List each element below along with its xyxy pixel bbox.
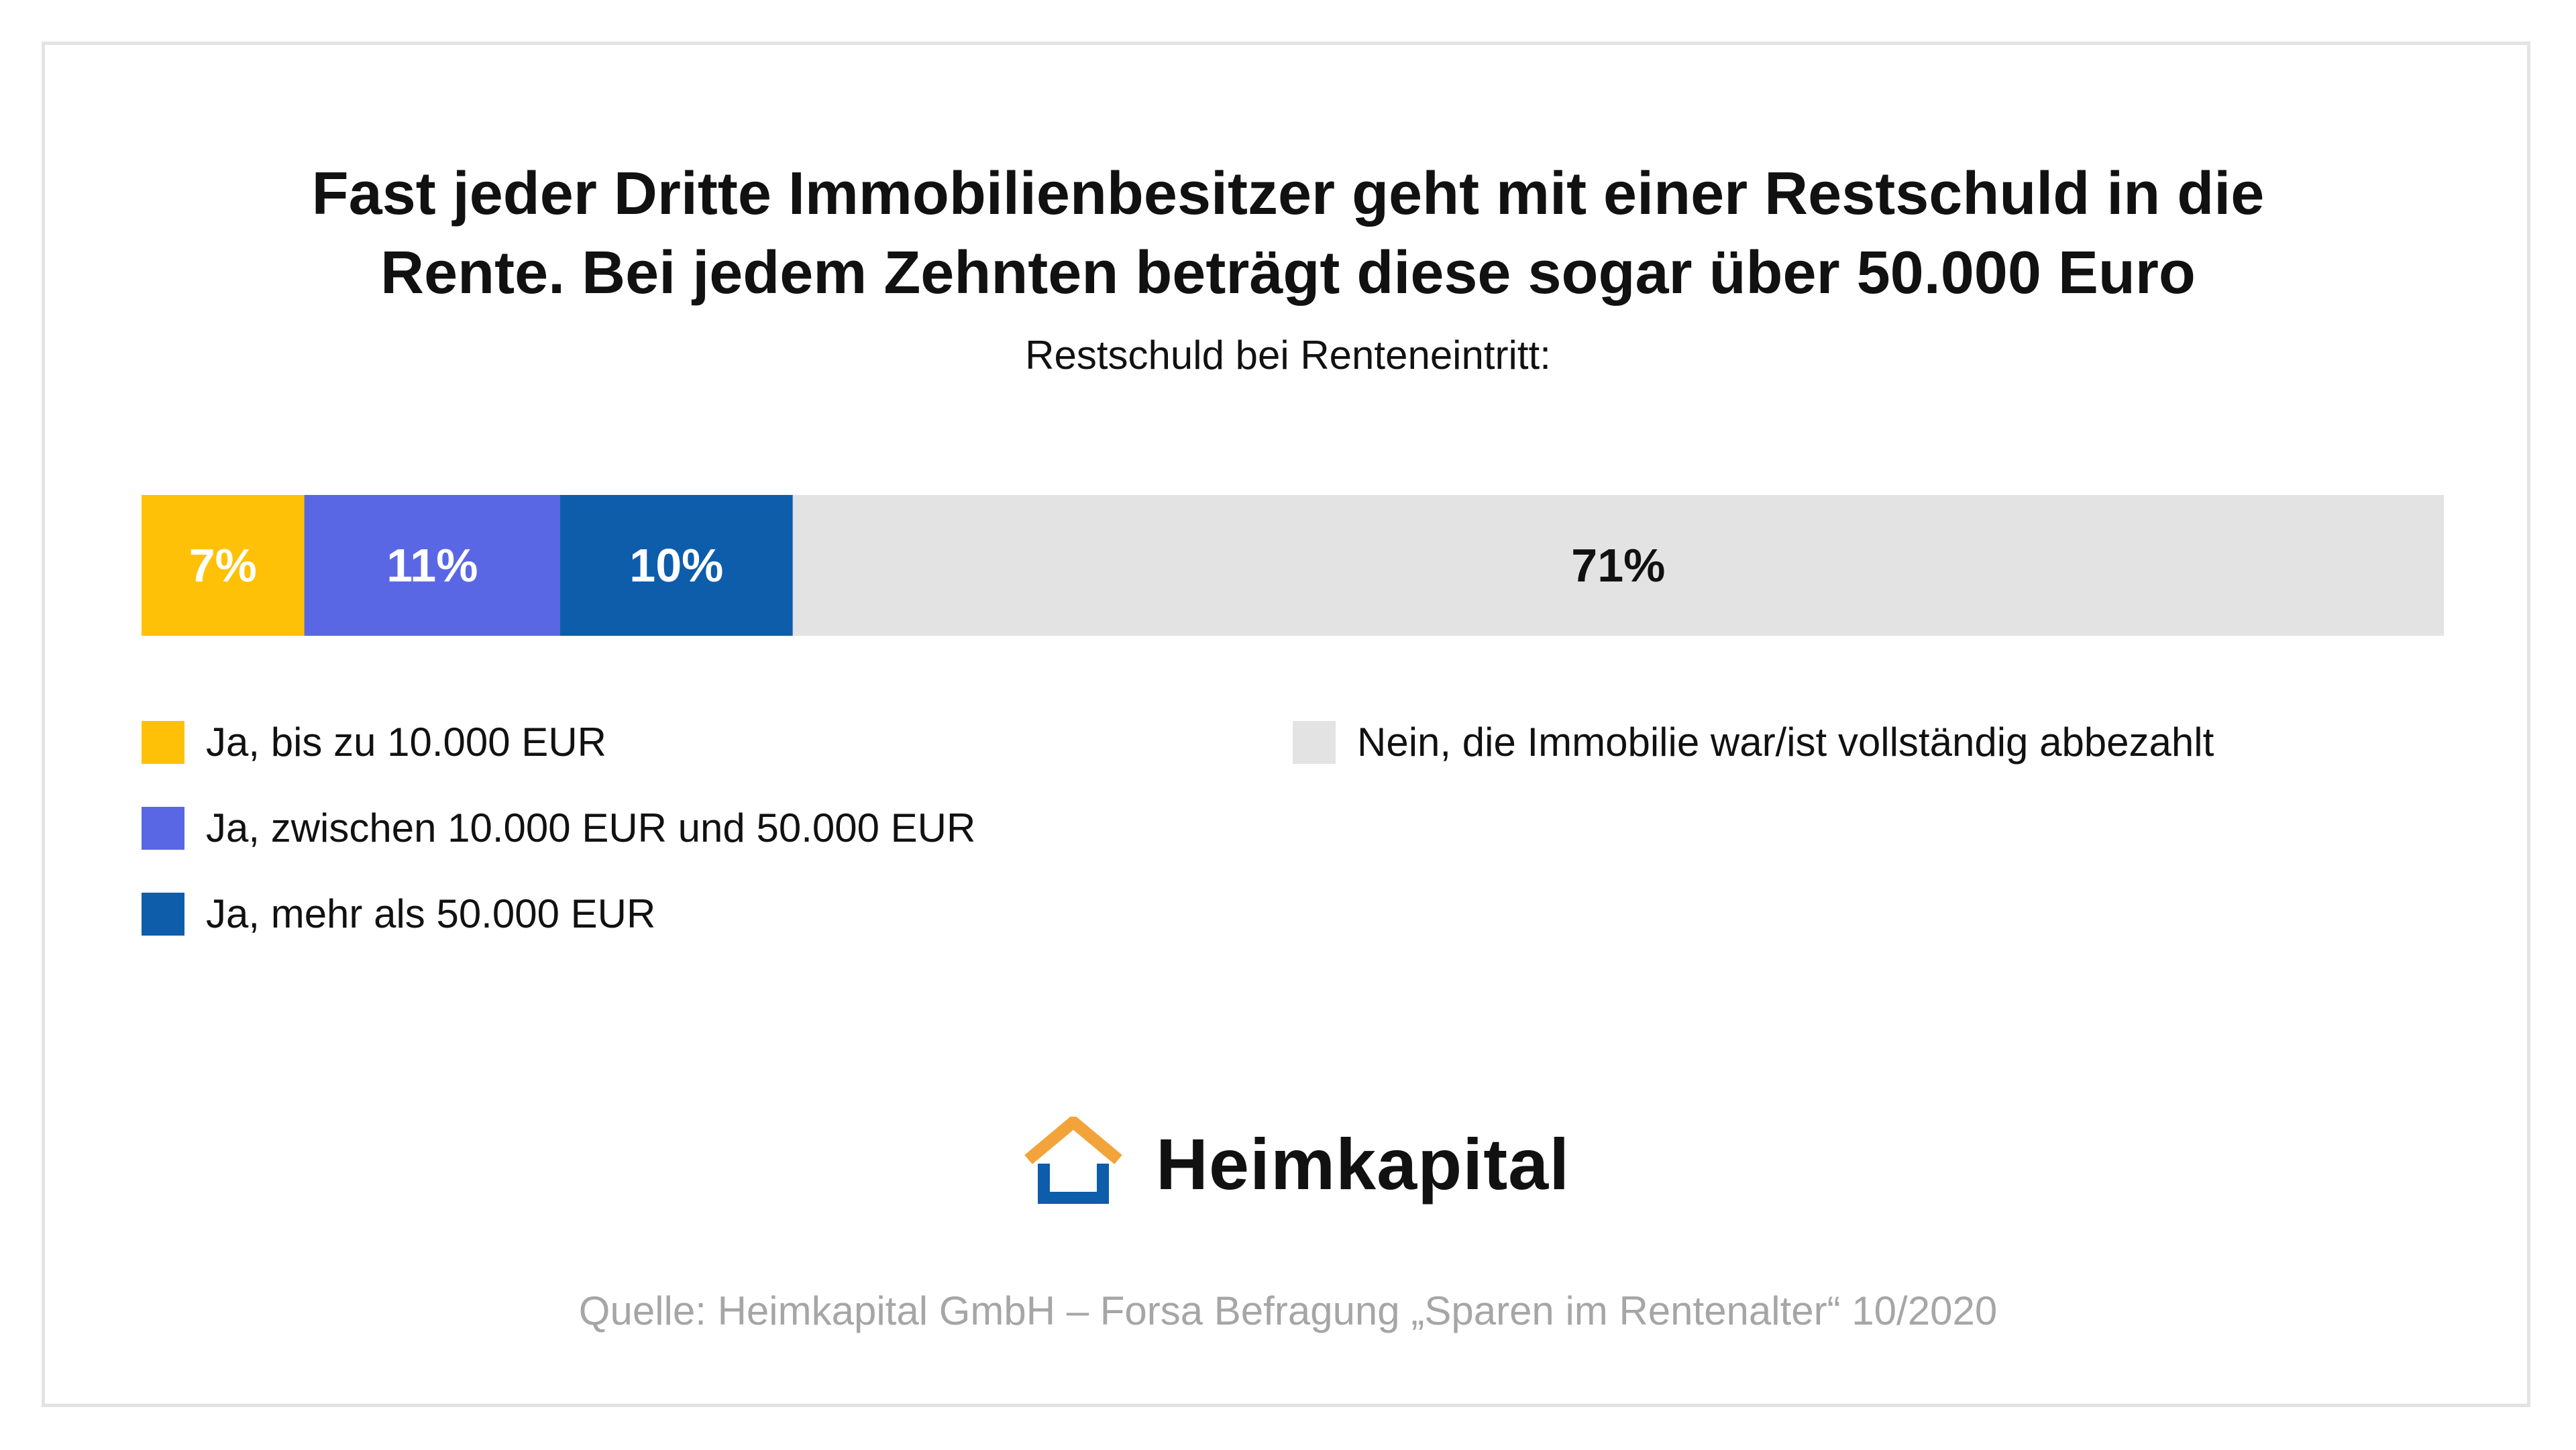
- chart-title-line-2: Rente. Bei jedem Zehnten beträgt diese s…: [380, 239, 2196, 306]
- bar-segment-0: [142, 495, 305, 636]
- legend-item-abbezahlt: Nein, die Immobilie war/ist vollständig …: [1293, 719, 2214, 766]
- chart-subtitle: Restschuld bei Renteneintritt:: [1025, 333, 1551, 378]
- heimkapital-logo: Heimkapital: [1023, 1117, 1570, 1211]
- legend-label: Ja, zwischen 10.000 EUR und 50.000 EUR: [206, 805, 976, 850]
- chart-frame: [42, 42, 2530, 1407]
- bar-segment-label-3: 71%: [1571, 539, 1665, 592]
- legend-swatch-gray: [1293, 721, 1336, 764]
- bar-segment-3: [792, 495, 2444, 636]
- source-note: Quelle: Heimkapital GmbH – Forsa Befragu…: [578, 1288, 1998, 1333]
- bar-segment-1: [304, 495, 561, 636]
- logo-wordmark: Heimkapital: [1156, 1123, 1570, 1205]
- house-icon: [1024, 1117, 1122, 1204]
- house-roof: [1024, 1117, 1122, 1164]
- legend-item-10000-50000: Ja, zwischen 10.000 EUR und 50.000 EUR: [142, 805, 975, 852]
- legend-swatch-blue: [142, 893, 184, 936]
- legend-label: Ja, bis zu 10.000 EUR: [206, 720, 606, 765]
- legend-label: Nein, die Immobilie war/ist vollständig …: [1357, 720, 2214, 765]
- stacked-bar-chart: 7% 11% 10% 71%: [142, 495, 2444, 636]
- bar-segment-2: [560, 495, 794, 636]
- legend-item-bis-10000: Ja, bis zu 10.000 EUR: [142, 719, 606, 766]
- bar-segment-label-1: 11%: [386, 539, 478, 592]
- chart-title-line-1: Fast jeder Dritte Immobilienbesitzer geh…: [311, 160, 2265, 227]
- legend-item-mehr-50000: Ja, mehr als 50.000 EUR: [142, 891, 655, 938]
- legend-swatch-yellow: [142, 721, 184, 764]
- chart-title: Fast jeder Dritte Immobilienbesitzer geh…: [0, 154, 2576, 313]
- bar-segment-label-0: 7%: [189, 539, 257, 592]
- legend-swatch-purple: [142, 807, 184, 850]
- bar-segment-label-2: 10%: [629, 539, 723, 592]
- legend-label: Ja, mehr als 50.000 EUR: [206, 891, 656, 936]
- house-base: [1038, 1164, 1109, 1204]
